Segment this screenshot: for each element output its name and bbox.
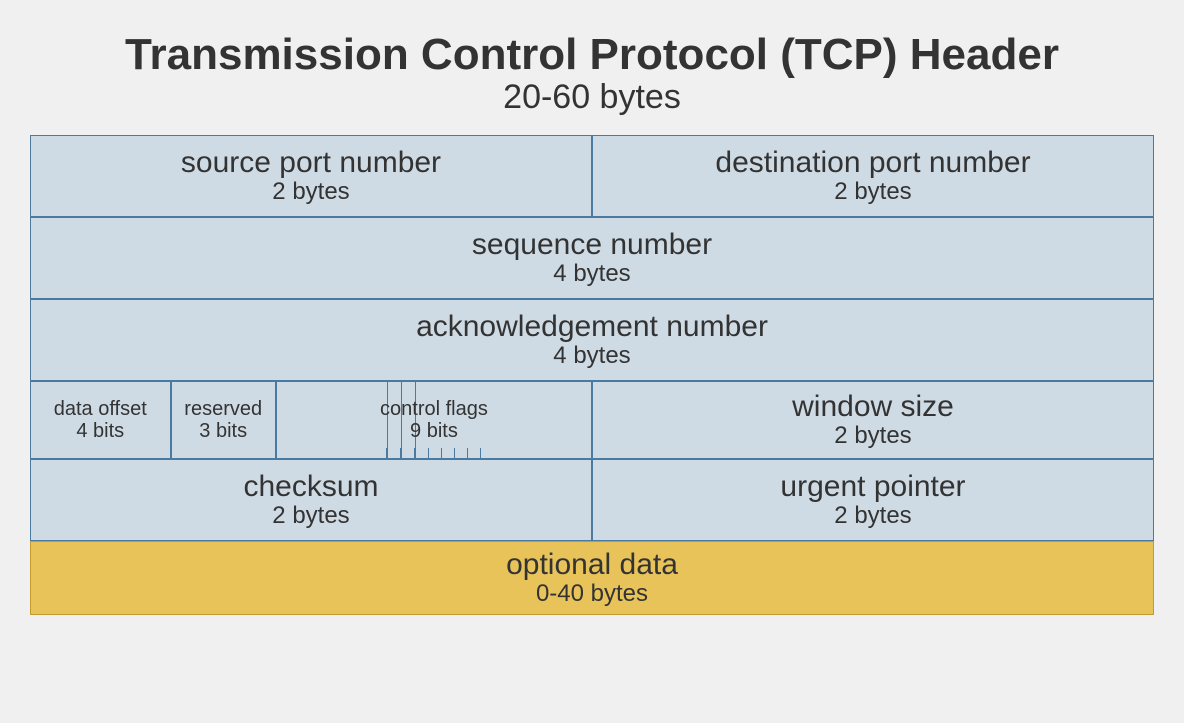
- header-field: destination port number2 bytes: [592, 135, 1154, 217]
- field-label: checksum: [243, 470, 378, 503]
- header-field: control flags9 bits: [276, 381, 592, 459]
- title-block: Transmission Control Protocol (TCP) Head…: [30, 30, 1154, 117]
- header-field: checksum2 bytes: [30, 459, 592, 541]
- field-size: 3 bits: [199, 420, 247, 442]
- field-size: 2 bytes: [272, 179, 349, 205]
- field-label: reserved: [184, 398, 262, 420]
- field-label: source port number: [181, 146, 441, 179]
- field-label: optional data: [506, 548, 678, 581]
- field-size: 2 bytes: [272, 503, 349, 529]
- header-field: window size2 bytes: [592, 381, 1154, 459]
- field-label: window size: [792, 390, 954, 423]
- header-row: acknowledgement number4 bytes: [30, 299, 1154, 381]
- field-label: destination port number: [715, 146, 1030, 179]
- field-label: control flags: [374, 398, 494, 420]
- diagram-subtitle: 20-60 bytes: [30, 78, 1154, 117]
- header-field: sequence number4 bytes: [30, 217, 1154, 299]
- header-field: optional data0-40 bytes: [30, 541, 1154, 615]
- header-field: source port number2 bytes: [30, 135, 592, 217]
- header-row: optional data0-40 bytes: [30, 541, 1154, 615]
- header-row: source port number2 bytesdestination por…: [30, 135, 1154, 217]
- header-row: data offset4 bitsreserved3 bitscontrol f…: [30, 381, 1154, 459]
- tcp-header-diagram: source port number2 bytesdestination por…: [30, 135, 1154, 615]
- header-field: reserved3 bits: [171, 381, 276, 459]
- field-size: 0-40 bytes: [536, 581, 648, 607]
- field-size: 4 bytes: [553, 343, 630, 369]
- field-size: 2 bytes: [834, 503, 911, 529]
- field-size: 2 bytes: [834, 179, 911, 205]
- field-label: sequence number: [472, 228, 712, 261]
- header-row: checksum2 bytesurgent pointer2 bytes: [30, 459, 1154, 541]
- field-size: 9 bits: [404, 420, 464, 442]
- header-row: sequence number4 bytes: [30, 217, 1154, 299]
- header-field: urgent pointer2 bytes: [592, 459, 1154, 541]
- header-field: acknowledgement number4 bytes: [30, 299, 1154, 381]
- field-label: urgent pointer: [780, 470, 965, 503]
- field-label: data offset: [54, 398, 147, 420]
- field-size: 4 bits: [76, 420, 124, 442]
- diagram-title: Transmission Control Protocol (TCP) Head…: [30, 30, 1154, 80]
- header-field: data offset4 bits: [30, 381, 171, 459]
- field-size: 2 bytes: [834, 423, 911, 449]
- field-size: 4 bytes: [553, 261, 630, 287]
- field-label: acknowledgement number: [416, 310, 768, 343]
